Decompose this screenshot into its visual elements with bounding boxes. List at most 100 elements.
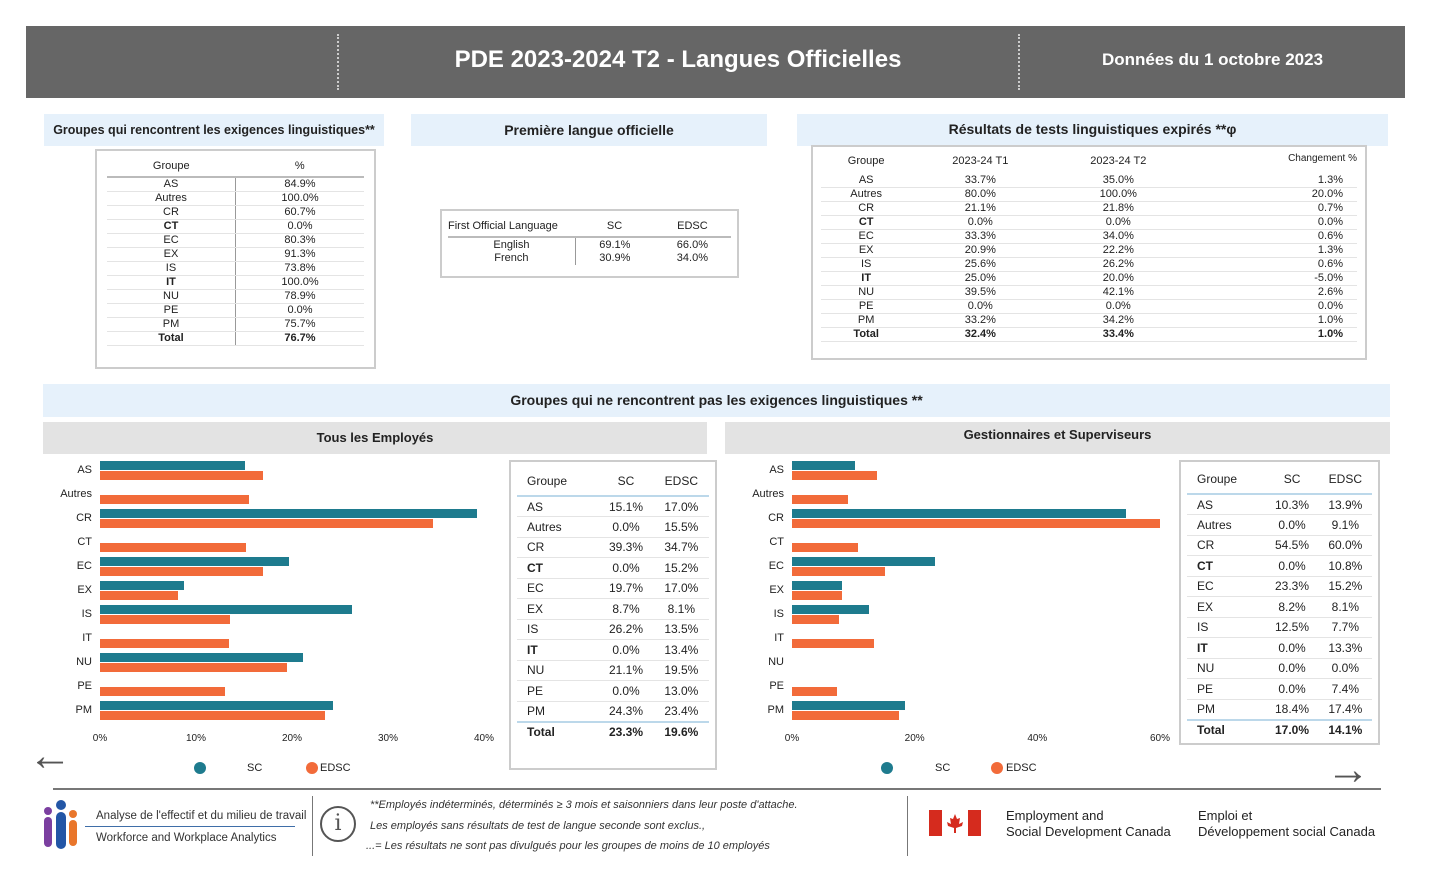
sc-bar — [100, 653, 303, 662]
data-date: Données du 1 octobre 2023 — [1101, 50, 1324, 69]
table-cell: 100.0% — [1049, 187, 1188, 202]
table-cell: 0.0% — [1049, 215, 1188, 230]
table-cell: 33.7% — [911, 173, 1050, 188]
table-header: First Official Language SC EDSC — [448, 215, 731, 238]
table-cell: IT — [517, 639, 599, 661]
table-row: EX 8.2% 8.1% — [1187, 596, 1372, 618]
category-label: CT — [77, 536, 92, 548]
category-label: EX — [769, 584, 784, 596]
table-cell: 8.1% — [1318, 596, 1372, 618]
managers-table: Groupe SC EDSC AS 10.3% 13.9% Autres 0.0% 9.1% CR… — [1187, 464, 1372, 740]
table-row: EX 8.7% 8.1% — [517, 598, 709, 620]
table-cell: Autres — [517, 516, 599, 538]
footnote-1: **Employés indéterminés, déterminés ≥ 3 … — [370, 799, 798, 811]
sc-legend-label: SC — [935, 762, 951, 774]
category-label: EX — [77, 584, 92, 596]
table-cell: CR — [517, 537, 599, 558]
category-label: NU — [768, 656, 784, 668]
table-cell: 33.2% — [911, 313, 1050, 328]
first-lang-title: Première langue officielle — [411, 114, 767, 146]
logo-text-en: Workforce and Workplace Analytics — [96, 832, 277, 844]
table-cell: AS — [1187, 494, 1266, 515]
table-cell: AS — [517, 496, 599, 517]
wwa-logo-icon — [42, 800, 82, 850]
table-cell: 13.9% — [1318, 494, 1372, 515]
header-cell: EDSC — [653, 466, 709, 497]
table-cell: 0.0% — [1265, 637, 1319, 659]
table-row: Total 76.7% — [107, 331, 364, 346]
header-language: First Official Language — [448, 215, 576, 238]
esdc-en-line1: Employment and — [1006, 808, 1104, 823]
table-cell: 21.1% — [911, 201, 1050, 216]
table-cell: 0.0% — [598, 516, 654, 538]
table-cell: 39.3% — [598, 537, 654, 558]
header-cell: SC — [1265, 464, 1319, 495]
table-cell: 1.0% — [1187, 327, 1357, 342]
next-arrow-icon[interactable]: → — [1326, 745, 1370, 794]
pct-cell: 100.0% — [235, 191, 364, 206]
header-cell: 2023-24 T2 — [1090, 155, 1147, 167]
sc-bar — [100, 701, 334, 710]
not-meet-title: Groupes qui ne rencontrent pas les exige… — [43, 384, 1390, 417]
table-row: EX 91.3% — [107, 247, 364, 262]
table-cell: 15.2% — [1318, 576, 1372, 597]
table-row: CR 54.5% 60.0% — [1187, 535, 1372, 556]
table-cell: 17.4% — [1318, 699, 1372, 720]
table-row: IS 26.2% 13.5% — [517, 619, 709, 640]
table-cell: 80.0% — [911, 187, 1050, 202]
edsc-bar — [792, 639, 874, 648]
sc-bar — [792, 701, 905, 710]
header-cell: Groupe — [1187, 464, 1266, 495]
category-label: CR — [768, 512, 784, 524]
pct-cell: 75.7% — [235, 317, 364, 332]
table-cell: 35.0% — [1049, 173, 1188, 188]
edsc-legend-label: EDSC — [320, 762, 351, 774]
edsc-legend-dot — [991, 762, 1003, 774]
category-label: EC — [76, 560, 92, 572]
sc-legend-dot — [881, 762, 893, 774]
table-cell: 0.0% — [1265, 555, 1319, 577]
pct-cell: 84.9% — [235, 177, 364, 192]
sc-legend-dot — [194, 762, 206, 774]
edsc-bar — [100, 471, 264, 480]
edsc-bar — [100, 615, 230, 624]
table-cell: 13.3% — [1318, 637, 1372, 659]
table-cell: 19.6% — [653, 720, 709, 742]
divider — [312, 796, 313, 856]
table-cell: Autres — [821, 187, 912, 202]
table-cell: IT — [821, 271, 912, 286]
edsc-bar — [100, 591, 178, 600]
table-cell: PM — [821, 313, 912, 328]
pct-cell: 100.0% — [235, 275, 364, 290]
table-cell: 23.3% — [598, 720, 654, 742]
table-row: PM 24.3% 23.4% — [517, 701, 709, 722]
category-label: IT — [774, 632, 784, 644]
table-row: AS 10.3% 13.9% — [1187, 494, 1372, 515]
table-cell: Total — [517, 720, 599, 742]
edsc-legend-dot — [306, 762, 318, 774]
category-label: PM — [767, 704, 785, 716]
info-icon: i — [320, 806, 356, 842]
language-cell: English — [448, 237, 576, 251]
table-row: NU 0.0% 0.0% — [1187, 658, 1372, 679]
category-label: CT — [769, 536, 784, 548]
table-cell: 17.0% — [653, 578, 709, 599]
sc-bar — [792, 557, 935, 566]
table-row: IS 25.6% 26.2% 0.6% — [821, 257, 1357, 272]
sc-cell: 69.1% — [599, 238, 631, 251]
esdc-en-line2: Social Development Canada — [1006, 824, 1171, 839]
edsc-bar — [100, 495, 249, 504]
table-row: Autres 100.0% — [107, 191, 364, 206]
table-row: CR 39.3% 34.7% — [517, 537, 709, 558]
edsc-bar — [100, 687, 225, 696]
table-cell: 33.3% — [911, 229, 1050, 244]
group-cell: CT — [107, 219, 236, 234]
table-cell: 14.1% — [1318, 718, 1372, 740]
x-tick-label: 20% — [281, 733, 302, 744]
canada-flag-icon — [929, 810, 981, 836]
previous-arrow-icon[interactable]: ← — [28, 731, 72, 780]
table-row: IT 100.0% — [107, 275, 364, 290]
logo-line — [85, 826, 295, 827]
table-row: Autres 0.0% 15.5% — [517, 516, 709, 538]
category-label: AS — [769, 464, 784, 476]
